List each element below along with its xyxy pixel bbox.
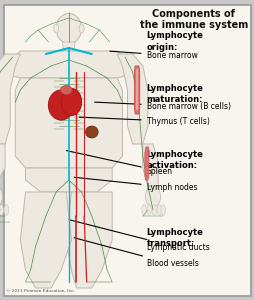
Polygon shape [0, 54, 20, 144]
Ellipse shape [160, 205, 165, 215]
Text: Lymphatic ducts: Lymphatic ducts [69, 220, 209, 252]
Text: Lymphocyte
origin:: Lymphocyte origin: [146, 32, 203, 52]
Polygon shape [10, 51, 127, 78]
Text: Spleen: Spleen [66, 151, 172, 175]
Text: Thymus (T cells): Thymus (T cells) [79, 117, 209, 126]
Ellipse shape [145, 186, 160, 207]
Polygon shape [66, 192, 112, 288]
Text: Lymphocyte
transport:: Lymphocyte transport: [146, 228, 203, 248]
Polygon shape [15, 78, 122, 168]
Text: Blood vessels: Blood vessels [74, 238, 198, 268]
Text: Lymphocyte
activation:: Lymphocyte activation: [146, 150, 203, 170]
Ellipse shape [48, 90, 74, 120]
Polygon shape [62, 42, 75, 51]
Ellipse shape [0, 205, 4, 215]
Ellipse shape [4, 205, 9, 215]
Ellipse shape [141, 205, 146, 215]
Ellipse shape [56, 14, 81, 44]
Ellipse shape [156, 205, 161, 215]
Ellipse shape [85, 126, 98, 138]
Text: Lymphocyte
maturation:: Lymphocyte maturation: [146, 84, 203, 104]
Ellipse shape [60, 85, 72, 94]
Polygon shape [135, 69, 138, 110]
Polygon shape [25, 168, 112, 192]
Text: Components of: Components of [152, 9, 234, 19]
Polygon shape [142, 144, 157, 186]
Ellipse shape [146, 205, 151, 215]
Text: the immune system: the immune system [139, 20, 247, 29]
Text: Lymph nodes: Lymph nodes [74, 177, 196, 192]
Polygon shape [144, 147, 148, 180]
Text: Bone marrow (B cells): Bone marrow (B cells) [94, 102, 230, 111]
Polygon shape [134, 66, 139, 114]
Text: © 2011 Pearson Education, Inc.: © 2011 Pearson Education, Inc. [6, 290, 75, 293]
Ellipse shape [151, 205, 156, 215]
Polygon shape [117, 54, 147, 144]
Ellipse shape [61, 88, 81, 116]
Ellipse shape [0, 186, 3, 207]
Ellipse shape [53, 24, 58, 33]
Polygon shape [0, 144, 5, 186]
Text: Bone marrow: Bone marrow [109, 51, 197, 60]
Ellipse shape [79, 24, 84, 33]
Polygon shape [20, 192, 71, 288]
